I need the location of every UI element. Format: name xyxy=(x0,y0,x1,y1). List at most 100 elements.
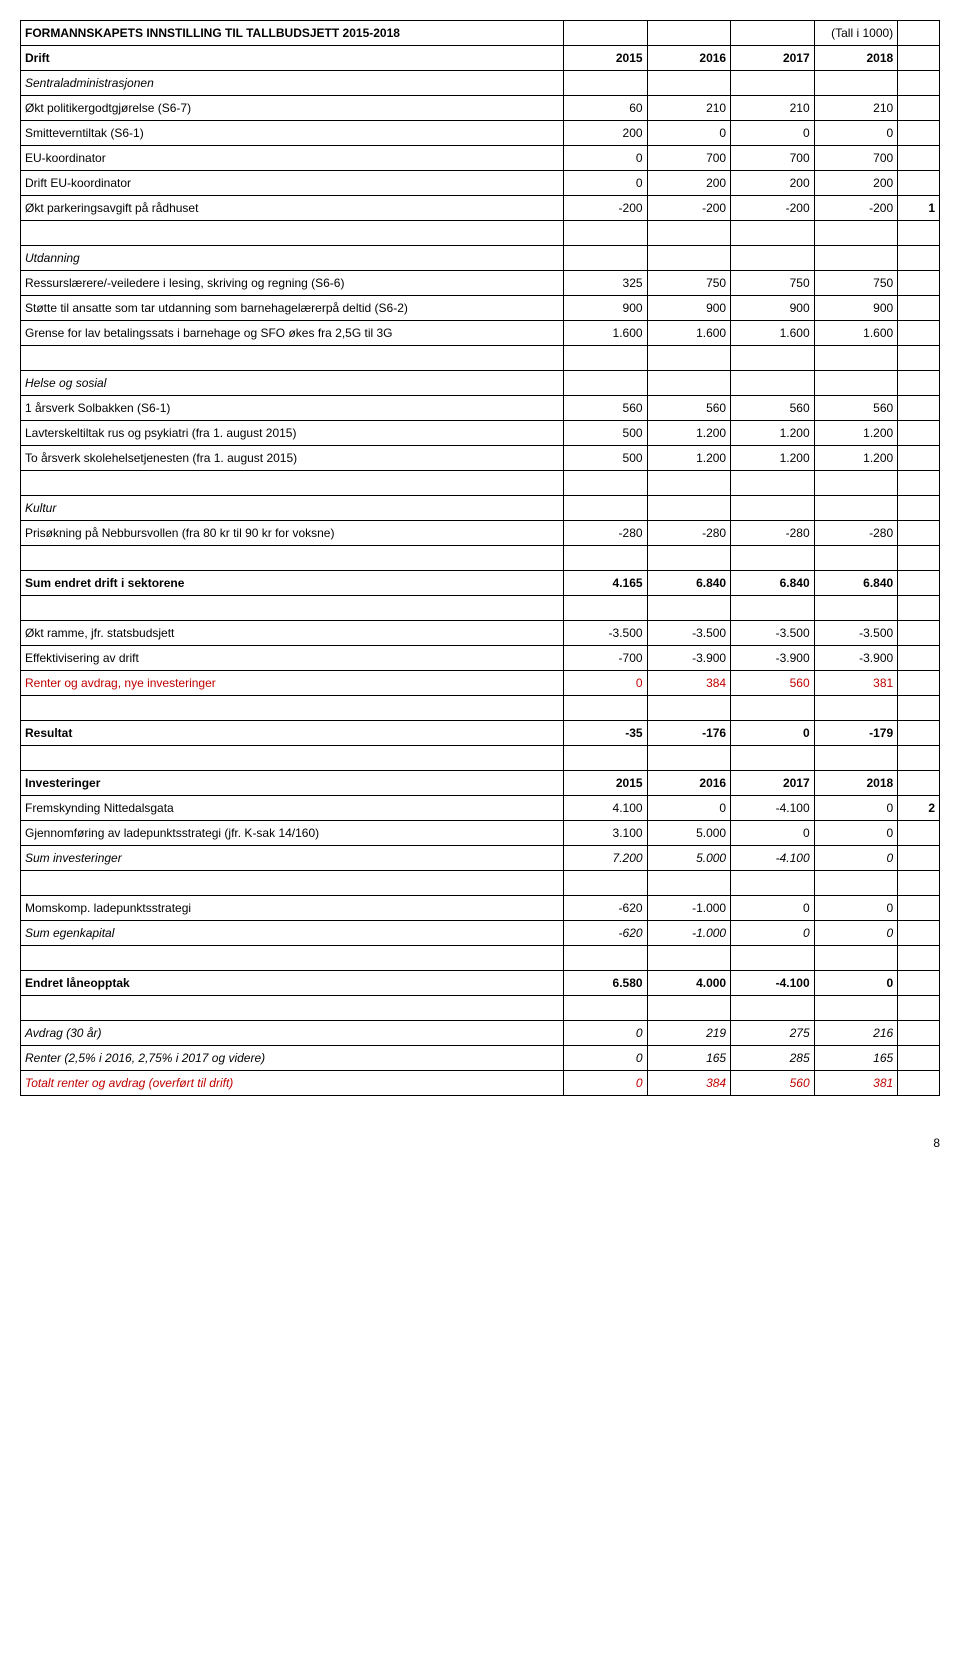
row-value: -3.500 xyxy=(814,621,898,646)
table-row: Renter og avdrag, nye investeringer03845… xyxy=(21,671,940,696)
row-value: 0 xyxy=(731,896,815,921)
row-value xyxy=(564,996,648,1021)
row-value: 560 xyxy=(564,396,648,421)
row-value xyxy=(564,221,648,246)
table-row xyxy=(21,696,940,721)
unit-cell: (Tall i 1000) xyxy=(814,21,898,46)
row-value: 2017 xyxy=(731,771,815,796)
row-value: 2016 xyxy=(647,771,731,796)
row-value xyxy=(647,996,731,1021)
row-note xyxy=(898,71,940,96)
row-value: -200 xyxy=(814,196,898,221)
row-value: 3.100 xyxy=(564,821,648,846)
row-label xyxy=(21,471,564,496)
table-row xyxy=(21,546,940,571)
row-label xyxy=(21,696,564,721)
table-row: Prisøkning på Nebbursvollen (fra 80 kr t… xyxy=(21,521,940,546)
row-note xyxy=(898,521,940,546)
row-value: 500 xyxy=(564,421,648,446)
row-label xyxy=(21,746,564,771)
row-value: 700 xyxy=(647,146,731,171)
table-row: Økt politikergodtgjørelse (S6-7)60210210… xyxy=(21,96,940,121)
row-value xyxy=(647,596,731,621)
row-note xyxy=(898,621,940,646)
row-value: 0 xyxy=(731,821,815,846)
row-label: Sum egenkapital xyxy=(21,921,564,946)
table-row: Sum investeringer7.2005.000-4.1000 xyxy=(21,846,940,871)
row-note xyxy=(898,46,940,71)
row-value xyxy=(814,471,898,496)
table-row: Økt ramme, jfr. statsbudsjett-3.500-3.50… xyxy=(21,621,940,646)
row-value xyxy=(564,371,648,396)
row-note xyxy=(898,446,940,471)
row-value xyxy=(564,71,648,96)
row-value xyxy=(647,696,731,721)
row-value xyxy=(564,596,648,621)
row-value: 4.100 xyxy=(564,796,648,821)
row-value xyxy=(814,946,898,971)
row-value xyxy=(731,221,815,246)
row-value: 560 xyxy=(647,396,731,421)
row-value xyxy=(731,596,815,621)
table-row: Økt parkeringsavgift på rådhuset-200-200… xyxy=(21,196,940,221)
row-note xyxy=(898,171,940,196)
table-header-row: FORMANNSKAPETS INNSTILLING TIL TALLBUDSJ… xyxy=(21,21,940,46)
row-note xyxy=(898,646,940,671)
row-value: 2018 xyxy=(814,46,898,71)
row-value xyxy=(647,471,731,496)
row-value: 900 xyxy=(814,296,898,321)
row-label: Renter (2,5% i 2016, 2,75% i 2017 og vid… xyxy=(21,1046,564,1071)
table-row: Sum endret drift i sektorene4.1656.8406.… xyxy=(21,571,940,596)
row-value: 560 xyxy=(814,396,898,421)
row-value: -3.900 xyxy=(814,646,898,671)
row-value xyxy=(564,346,648,371)
row-value xyxy=(647,946,731,971)
row-value xyxy=(647,746,731,771)
row-value: 0 xyxy=(647,121,731,146)
row-value: 0 xyxy=(564,1071,648,1096)
row-value xyxy=(564,496,648,521)
row-label: Smitteverntiltak (S6-1) xyxy=(21,121,564,146)
row-value: -4.100 xyxy=(731,796,815,821)
table-row: Lavterskeltiltak rus og psykiatri (fra 1… xyxy=(21,421,940,446)
table-row xyxy=(21,346,940,371)
row-label xyxy=(21,596,564,621)
row-note xyxy=(898,221,940,246)
row-value: 216 xyxy=(814,1021,898,1046)
row-value: 200 xyxy=(564,121,648,146)
row-note xyxy=(898,321,940,346)
row-note xyxy=(898,771,940,796)
row-label: Økt politikergodtgjørelse (S6-7) xyxy=(21,96,564,121)
row-label: Drift EU-koordinator xyxy=(21,171,564,196)
table-row: Momskomp. ladepunktsstrategi-620-1.00000 xyxy=(21,896,940,921)
row-value xyxy=(731,996,815,1021)
row-label xyxy=(21,221,564,246)
row-value xyxy=(814,496,898,521)
row-value xyxy=(814,246,898,271)
row-value: 384 xyxy=(647,671,731,696)
row-value: -176 xyxy=(647,721,731,746)
row-value: 700 xyxy=(814,146,898,171)
row-value: -3.500 xyxy=(564,621,648,646)
row-value: -620 xyxy=(564,921,648,946)
row-value: 0 xyxy=(647,796,731,821)
row-note xyxy=(898,496,940,521)
row-label: Prisøkning på Nebbursvollen (fra 80 kr t… xyxy=(21,521,564,546)
row-value xyxy=(647,221,731,246)
row-label: Økt parkeringsavgift på rådhuset xyxy=(21,196,564,221)
row-label: Kultur xyxy=(21,496,564,521)
row-value: -280 xyxy=(647,521,731,546)
row-label: Ressurslærere/-veiledere i lesing, skriv… xyxy=(21,271,564,296)
row-value xyxy=(647,71,731,96)
row-value: 0 xyxy=(564,146,648,171)
row-note xyxy=(898,896,940,921)
table-row: Renter (2,5% i 2016, 2,75% i 2017 og vid… xyxy=(21,1046,940,1071)
table-row xyxy=(21,596,940,621)
table-row: Ressurslærere/-veiledere i lesing, skriv… xyxy=(21,271,940,296)
row-note xyxy=(898,346,940,371)
row-note xyxy=(898,946,940,971)
row-value: 0 xyxy=(731,121,815,146)
row-value: 1.600 xyxy=(647,321,731,346)
row-value: -620 xyxy=(564,896,648,921)
row-value xyxy=(647,496,731,521)
